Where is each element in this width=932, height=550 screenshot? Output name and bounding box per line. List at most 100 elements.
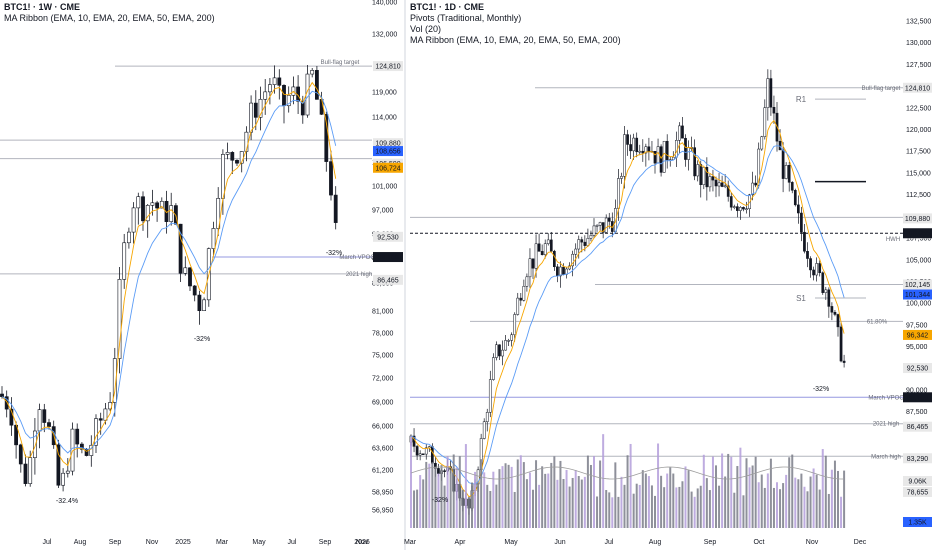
- volume-bar: [535, 460, 538, 528]
- volume-bar: [711, 456, 714, 528]
- daily-candle-body: [540, 251, 544, 255]
- weekly-candle-body: [329, 161, 333, 196]
- right-annotation: -32%: [813, 386, 829, 393]
- left-bullflag-label: Bull-flag target: [321, 60, 360, 66]
- volume-bar: [452, 454, 455, 528]
- left-x-tick: Jul: [288, 539, 297, 546]
- daily-candle-body: [577, 239, 581, 250]
- volume-bar: [623, 484, 626, 528]
- volume-bar: [760, 474, 763, 528]
- volume-bar: [736, 466, 739, 528]
- daily-candle-body: [833, 311, 837, 315]
- volume-bar: [809, 476, 812, 528]
- left-2021high-label: 2021 high: [346, 272, 372, 278]
- daily-candle-body: [562, 266, 565, 275]
- volume-bar: [690, 491, 693, 528]
- volume-bar: [440, 465, 443, 528]
- daily-candle-body: [485, 412, 489, 422]
- volume-bar: [602, 434, 605, 528]
- right-volume-badge: [903, 487, 932, 497]
- right-price-badge: [903, 82, 932, 93]
- volume-bar: [681, 481, 684, 528]
- right-y-tick: 100,000: [906, 301, 931, 308]
- weekly-candle-body: [9, 408, 14, 426]
- volume-bar: [477, 482, 480, 528]
- volume-bar: [498, 469, 501, 528]
- left-x-tick: Mar: [216, 539, 229, 546]
- volume-bar: [580, 479, 583, 528]
- left-y-tick: 97,000: [372, 208, 394, 215]
- volume-ma-line: [410, 466, 845, 480]
- daily-candle-body: [681, 125, 684, 139]
- daily-candle-body: [522, 285, 526, 301]
- daily-candle-body: [513, 314, 517, 336]
- daily-candle-body: [495, 344, 498, 358]
- right-price-badge-label: 109,880: [905, 216, 930, 223]
- volume-bar: [647, 476, 650, 528]
- left-x-tick: 2026: [354, 539, 370, 546]
- volume-bar: [516, 459, 519, 528]
- volume-bar: [571, 477, 574, 528]
- volume-bar: [666, 473, 669, 528]
- volume-bar: [812, 468, 815, 528]
- daily-candle-body: [720, 182, 724, 187]
- daily-candle-body: [601, 222, 605, 233]
- daily-candle-body: [519, 297, 523, 301]
- weekly-candle-body: [282, 85, 286, 107]
- right-y-tick: 115,000: [906, 170, 931, 177]
- volume-bar: [574, 470, 577, 528]
- daily-candle-body: [745, 208, 748, 210]
- daily-candle-body: [705, 167, 709, 188]
- right-y-tick: 112,500: [906, 192, 931, 199]
- daily-candle-body: [488, 379, 492, 413]
- volume-bar: [553, 456, 556, 528]
- daily-candle-body: [525, 276, 529, 287]
- daily-candle-body: [684, 137, 687, 160]
- left-y-tick: 66,000: [372, 424, 394, 431]
- right-ema-short: [410, 119, 845, 498]
- left-price-badge: [373, 146, 403, 157]
- volume-bar: [556, 479, 559, 528]
- weekly-candle-body: [80, 443, 84, 450]
- volume-bar: [599, 460, 602, 528]
- daily-candle-body: [537, 243, 541, 252]
- volume-bar: [437, 473, 440, 528]
- daily-candle-body: [696, 164, 700, 177]
- daily-candle-body: [659, 146, 663, 173]
- daily-candle-body: [742, 207, 745, 210]
- left-price-badge: [373, 231, 403, 242]
- daily-candle-body: [729, 196, 733, 208]
- volume-bar: [525, 479, 528, 528]
- daily-candle-body: [687, 147, 690, 160]
- weekly-candle-body: [300, 100, 305, 116]
- volume-bar: [785, 474, 788, 528]
- daily-candle-body: [815, 263, 818, 276]
- weekly-candle-body: [249, 102, 254, 133]
- left-price-badge: [373, 252, 403, 263]
- daily-candle-body: [723, 185, 727, 188]
- volume-bar: [657, 443, 660, 528]
- left-price-badge-label: 92,530: [377, 234, 399, 241]
- daily-candle-body: [641, 150, 645, 154]
- volume-bar: [678, 486, 681, 528]
- right-x-tick: Sep: [704, 539, 717, 546]
- left-price-badge-label: 86,465: [377, 277, 399, 284]
- daily-candle-body: [516, 297, 520, 315]
- daily-candle-body: [623, 134, 626, 177]
- volume-bar: [779, 489, 782, 528]
- daily-candle-body: [635, 137, 639, 153]
- volume-bar: [629, 443, 632, 528]
- daily-candle-body: [778, 140, 782, 151]
- volume-bar: [718, 485, 721, 528]
- right-y-tick: 130,000: [906, 40, 931, 47]
- left-x-tick: Nov: [356, 539, 369, 546]
- volume-bar: [431, 462, 434, 528]
- volume-bar: [833, 460, 836, 528]
- volume-bar: [419, 475, 422, 528]
- volume-bar: [644, 473, 647, 528]
- right-x-tick: Jul: [605, 539, 614, 546]
- daily-candle-body: [507, 340, 510, 342]
- volume-bar: [672, 473, 675, 528]
- left-x-tick: Aug: [74, 539, 87, 546]
